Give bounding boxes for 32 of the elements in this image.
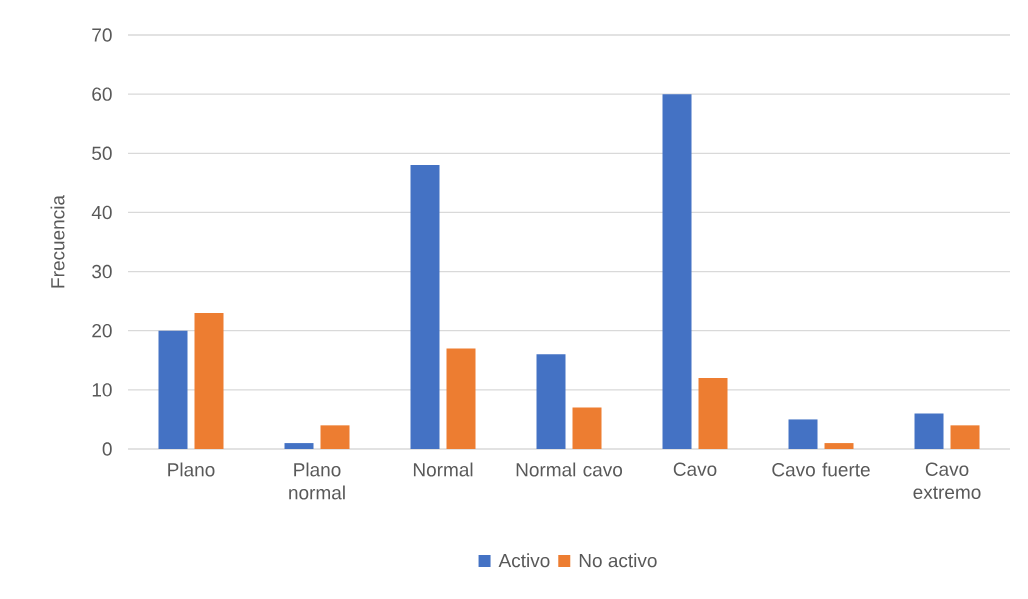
bar <box>446 348 476 449</box>
x-tick-label: Cavo <box>673 462 717 476</box>
y-tick-label: 20 <box>92 323 112 338</box>
y-tick-label: 60 <box>92 87 112 101</box>
bar <box>698 378 728 449</box>
y-axis-title: Frecuencia <box>50 195 65 288</box>
bar <box>788 419 818 449</box>
legend-label: Activo <box>498 553 550 568</box>
bar <box>950 425 980 449</box>
x-tick-label: Normal cavo <box>516 462 623 477</box>
x-tick-label: Cavo extremo <box>913 462 981 499</box>
legend-label: No activo <box>579 553 657 568</box>
bar <box>158 330 188 449</box>
x-tick-label: Plano <box>168 462 215 477</box>
y-tick-label: 0 <box>102 442 112 456</box>
bar <box>320 425 350 449</box>
bar <box>662 94 692 449</box>
y-tick-label: 40 <box>91 205 112 220</box>
bar <box>284 443 314 449</box>
y-tick-label: 50 <box>92 146 112 161</box>
bar <box>824 443 854 449</box>
bar <box>194 312 224 449</box>
bar <box>914 413 944 449</box>
y-tick-label: 10 <box>92 383 112 397</box>
bar <box>410 165 440 449</box>
x-tick-label: Plano normal <box>289 462 345 500</box>
y-tick-label: 70 <box>92 28 112 42</box>
x-tick-label: Normal <box>413 462 473 477</box>
y-tick-label: 30 <box>92 264 112 279</box>
bar <box>536 354 566 449</box>
x-tick-label: Cavo fuerte <box>772 462 870 477</box>
bar <box>572 407 602 449</box>
